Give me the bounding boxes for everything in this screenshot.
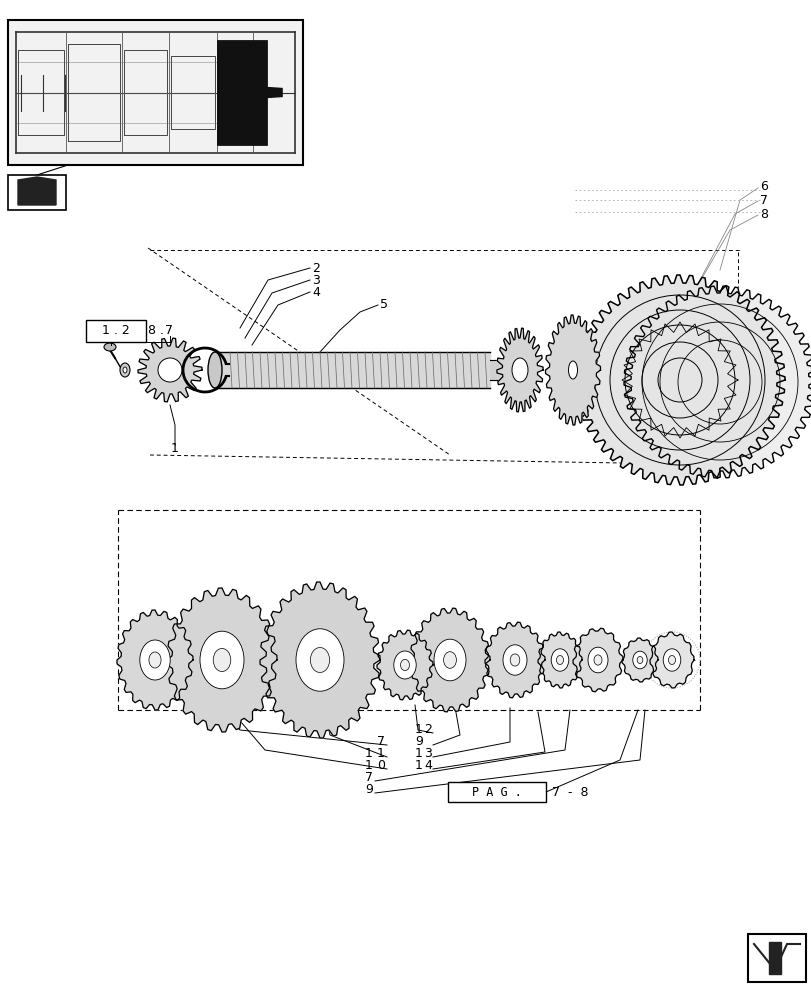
Text: 4: 4 bbox=[311, 286, 320, 299]
Text: 7: 7 bbox=[759, 194, 767, 207]
Polygon shape bbox=[649, 632, 693, 688]
Polygon shape bbox=[215, 352, 489, 388]
Ellipse shape bbox=[208, 352, 221, 388]
Ellipse shape bbox=[551, 649, 568, 671]
Ellipse shape bbox=[296, 629, 344, 691]
Text: 9: 9 bbox=[414, 735, 423, 748]
Ellipse shape bbox=[502, 645, 526, 675]
Polygon shape bbox=[621, 638, 657, 682]
Text: 2: 2 bbox=[423, 723, 431, 736]
Ellipse shape bbox=[637, 656, 642, 664]
Text: 9: 9 bbox=[365, 783, 372, 796]
Bar bbox=[217, 40, 267, 145]
Polygon shape bbox=[768, 942, 780, 974]
Ellipse shape bbox=[587, 647, 607, 673]
Ellipse shape bbox=[594, 655, 601, 665]
Text: 8: 8 bbox=[759, 208, 767, 221]
Polygon shape bbox=[496, 328, 543, 412]
Polygon shape bbox=[573, 628, 622, 692]
Polygon shape bbox=[167, 588, 277, 732]
Text: 8 .: 8 . bbox=[148, 324, 164, 338]
Text: 1: 1 bbox=[414, 759, 423, 772]
Polygon shape bbox=[117, 610, 193, 710]
Text: 1: 1 bbox=[414, 747, 423, 760]
Text: 7: 7 bbox=[376, 735, 384, 748]
Ellipse shape bbox=[568, 361, 577, 379]
Polygon shape bbox=[376, 630, 432, 700]
Text: 5: 5 bbox=[380, 298, 388, 311]
Text: 1: 1 bbox=[365, 759, 372, 772]
Polygon shape bbox=[267, 88, 281, 98]
Ellipse shape bbox=[433, 639, 466, 681]
Text: 3: 3 bbox=[311, 274, 320, 287]
Text: 1: 1 bbox=[376, 747, 384, 760]
Ellipse shape bbox=[120, 363, 130, 377]
Ellipse shape bbox=[509, 654, 519, 666]
Text: 1 . 2: 1 . 2 bbox=[102, 324, 130, 338]
Polygon shape bbox=[574, 275, 784, 485]
Text: 7: 7 bbox=[365, 771, 372, 784]
Polygon shape bbox=[489, 360, 519, 380]
Ellipse shape bbox=[200, 631, 243, 689]
Text: 1: 1 bbox=[414, 723, 423, 736]
Ellipse shape bbox=[213, 648, 230, 672]
Ellipse shape bbox=[400, 659, 409, 671]
Ellipse shape bbox=[122, 367, 127, 373]
Ellipse shape bbox=[663, 649, 680, 671]
Polygon shape bbox=[538, 632, 581, 688]
Ellipse shape bbox=[310, 648, 329, 672]
Ellipse shape bbox=[632, 651, 646, 669]
Text: 2: 2 bbox=[311, 262, 320, 275]
Text: 7  -  8: 7 - 8 bbox=[551, 786, 588, 798]
Circle shape bbox=[158, 358, 182, 382]
Text: 1: 1 bbox=[365, 747, 372, 760]
Polygon shape bbox=[484, 622, 544, 698]
Ellipse shape bbox=[667, 656, 675, 664]
Ellipse shape bbox=[443, 652, 456, 668]
Polygon shape bbox=[18, 177, 56, 205]
Bar bbox=[8, 20, 303, 165]
Ellipse shape bbox=[148, 652, 161, 668]
Polygon shape bbox=[410, 608, 489, 712]
Text: 4: 4 bbox=[423, 759, 431, 772]
Text: 6: 6 bbox=[759, 180, 767, 193]
Ellipse shape bbox=[556, 656, 563, 664]
Bar bbox=[747, 934, 805, 982]
Ellipse shape bbox=[104, 343, 116, 351]
Polygon shape bbox=[260, 582, 380, 738]
Text: 7: 7 bbox=[165, 324, 173, 338]
Ellipse shape bbox=[139, 640, 170, 680]
Text: 3: 3 bbox=[423, 747, 431, 760]
Text: 1: 1 bbox=[171, 442, 178, 455]
Bar bbox=[86, 320, 146, 342]
Polygon shape bbox=[545, 315, 600, 425]
Polygon shape bbox=[623, 286, 811, 478]
Ellipse shape bbox=[393, 651, 416, 679]
Bar bbox=[8, 175, 66, 210]
Text: P A G .: P A G . bbox=[471, 786, 521, 798]
Polygon shape bbox=[138, 338, 202, 402]
Bar bbox=[448, 782, 545, 802]
Ellipse shape bbox=[512, 358, 527, 382]
Text: 0: 0 bbox=[376, 759, 384, 772]
